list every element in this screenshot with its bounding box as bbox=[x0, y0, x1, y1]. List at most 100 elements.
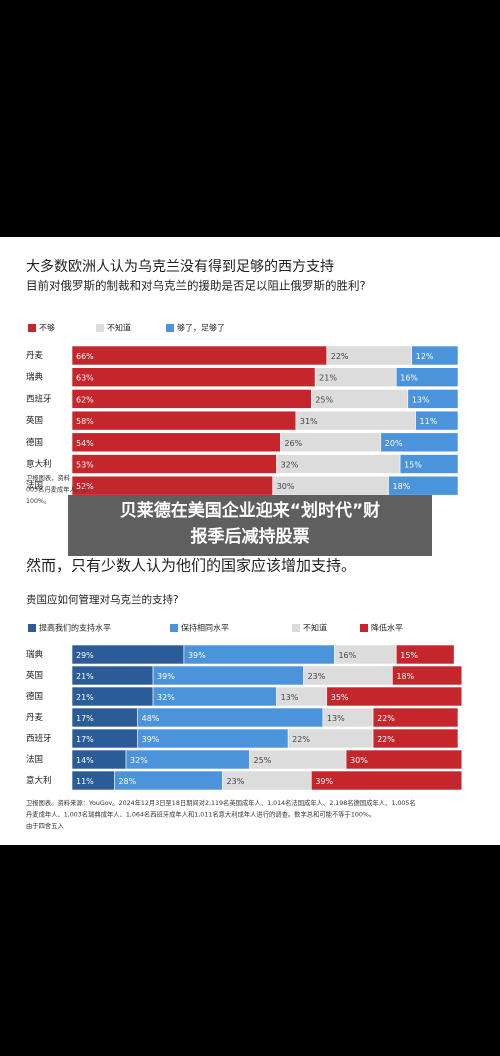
legend-swatch bbox=[292, 624, 300, 632]
legend-label: 降低水平 bbox=[371, 623, 403, 633]
value-label: 25% bbox=[315, 395, 333, 404]
caption-box bbox=[68, 495, 432, 556]
value-label: 30% bbox=[350, 756, 368, 765]
category-label: 德国 bbox=[26, 691, 43, 702]
value-label: 13% bbox=[281, 693, 299, 702]
legend-swatch bbox=[28, 324, 36, 332]
value-label: 32% bbox=[130, 756, 148, 765]
value-label: 32% bbox=[157, 693, 175, 702]
value-label: 22% bbox=[292, 735, 310, 744]
value-label: 62% bbox=[76, 395, 94, 404]
bar-segment bbox=[395, 367, 459, 388]
footnote: 100%。 bbox=[26, 498, 50, 505]
value-label: 58% bbox=[76, 417, 94, 426]
value-label: 18% bbox=[393, 482, 411, 491]
caption-text: 报季后减持股票 bbox=[191, 526, 310, 547]
value-label: 52% bbox=[76, 482, 94, 491]
bar-segment bbox=[345, 749, 463, 770]
bar-segment bbox=[71, 345, 328, 366]
value-label: 11% bbox=[76, 777, 94, 786]
value-label: 17% bbox=[76, 714, 94, 723]
category-label: 西班牙 bbox=[26, 733, 52, 744]
value-label: 20% bbox=[385, 439, 403, 448]
bar-segment bbox=[392, 665, 463, 686]
value-label: 39% bbox=[315, 777, 333, 786]
chart-subtitle: 目前对俄罗斯的制裁和对乌克兰的援助是否足以阻止俄罗斯的胜利? bbox=[26, 279, 366, 293]
value-label: 32% bbox=[281, 461, 299, 470]
chart-title: 大多数欧洲人认为乌克兰没有得到足够的西方支持 bbox=[26, 258, 334, 275]
value-label: 11% bbox=[420, 417, 438, 426]
value-label: 23% bbox=[308, 672, 326, 681]
footnote: 卫报图表，资料 bbox=[26, 473, 71, 482]
value-label: 12% bbox=[416, 352, 434, 361]
value-label: 18% bbox=[396, 672, 414, 681]
value-label: 22% bbox=[377, 735, 395, 744]
category-label: 法国 bbox=[26, 754, 43, 765]
bar-segment bbox=[311, 770, 463, 791]
legend-label: 不知道 bbox=[107, 323, 131, 333]
bar-segment bbox=[137, 707, 324, 728]
bar-segment bbox=[183, 644, 335, 665]
value-label: 23% bbox=[227, 777, 245, 786]
legend-swatch bbox=[28, 624, 36, 632]
value-label: 14% bbox=[76, 756, 94, 765]
category-label: 英国 bbox=[26, 415, 43, 426]
legend-swatch bbox=[170, 624, 178, 632]
value-label: 16% bbox=[400, 374, 418, 383]
legend-label: 不够 bbox=[39, 323, 55, 333]
bar-segment bbox=[71, 367, 316, 388]
value-label: 66% bbox=[76, 352, 94, 361]
value-label: 29% bbox=[76, 651, 94, 660]
value-label: 22% bbox=[331, 352, 349, 361]
category-label: 意大利 bbox=[26, 775, 52, 786]
caption-text: 贝莱德在美国企业迎来“划时代”财 bbox=[120, 500, 380, 521]
bar-segment bbox=[407, 389, 459, 409]
value-label: 39% bbox=[188, 651, 206, 660]
chart-title: 然而，只有少数人认为他们的国家应该增加支持。 bbox=[26, 557, 356, 575]
value-label: 13% bbox=[327, 714, 345, 723]
bar-segment bbox=[326, 686, 463, 707]
value-label: 16% bbox=[338, 651, 356, 660]
value-label: 17% bbox=[76, 735, 94, 744]
bar-segment bbox=[399, 454, 459, 474]
value-label: 21% bbox=[76, 672, 94, 681]
bar-segment bbox=[415, 410, 459, 431]
value-label: 31% bbox=[300, 417, 318, 426]
category-label: 丹麦 bbox=[26, 712, 44, 723]
footnote: 卫报图表。资料来源：YouGov。2024年12月3日至18日期间对2,119名… bbox=[26, 798, 416, 807]
bar-segment bbox=[152, 665, 304, 686]
bar-segment bbox=[71, 410, 297, 431]
legend-label: 够了，足够了 bbox=[177, 323, 225, 333]
category-label: 瑞典 bbox=[26, 649, 44, 660]
chart-subtitle: 贵国应如何管理对乌克兰的支持? bbox=[26, 593, 179, 606]
value-label: 13% bbox=[412, 395, 430, 404]
value-label: 15% bbox=[404, 461, 422, 470]
footnote: 由于四舍五入 bbox=[26, 821, 64, 830]
legend-swatch bbox=[360, 624, 368, 632]
value-label: 30% bbox=[277, 482, 295, 491]
value-label: 35% bbox=[331, 693, 349, 702]
legend-swatch bbox=[96, 324, 104, 332]
value-label: 21% bbox=[76, 693, 94, 702]
bar-segment bbox=[71, 454, 277, 474]
value-label: 25% bbox=[254, 756, 272, 765]
category-label: 丹麦 bbox=[26, 350, 44, 361]
bar-segment bbox=[372, 728, 459, 749]
category-label: 西班牙 bbox=[26, 393, 52, 404]
bar-segment bbox=[372, 707, 459, 728]
category-label: 英国 bbox=[26, 670, 43, 681]
value-label: 21% bbox=[319, 374, 337, 383]
bar-segment bbox=[380, 432, 459, 453]
footnote: 005名丹麦成年人、1 bbox=[26, 485, 86, 494]
category-label: 德国 bbox=[26, 437, 43, 448]
bar-segment bbox=[71, 432, 281, 453]
value-label: 63% bbox=[76, 374, 94, 383]
value-label: 26% bbox=[284, 439, 302, 448]
legend-label: 提高我们的支持水平 bbox=[39, 623, 111, 633]
legend-label: 不知道 bbox=[303, 623, 327, 633]
footnote: 丹麦成年人、1,003名瑞典成年人、1,064名西班牙成年人和1,011名意大利… bbox=[26, 810, 375, 819]
value-label: 39% bbox=[142, 735, 160, 744]
category-label: 意大利 bbox=[26, 459, 52, 470]
value-label: 53% bbox=[76, 461, 94, 470]
